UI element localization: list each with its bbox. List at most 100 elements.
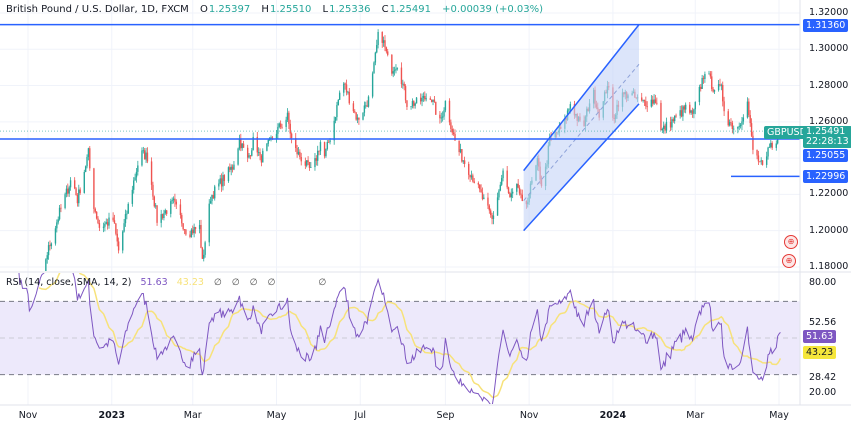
candle-body (365, 105, 367, 107)
rsi-legend[interactable]: RSI (14, close, SMA, 14, 2) 51.63 43.23 … (6, 277, 326, 288)
candle (393, 66, 396, 76)
candle-body (198, 225, 201, 230)
candle (680, 105, 683, 118)
support-price-tag: 1.25055 (803, 149, 849, 162)
candle (209, 196, 212, 204)
candle (260, 154, 263, 167)
candle-body (391, 54, 393, 74)
candle (642, 99, 644, 103)
candle (396, 67, 399, 71)
candle (126, 210, 128, 220)
na-mark: ∅ (267, 278, 276, 288)
parallel-channel-fill (523, 24, 639, 231)
candle-body (645, 101, 647, 107)
candle (108, 212, 110, 229)
candle (443, 107, 445, 120)
candle-body (220, 178, 223, 187)
candle-body (748, 101, 750, 116)
candle-body (67, 188, 69, 194)
candle (179, 199, 182, 219)
candle-body (759, 161, 761, 163)
candle-body (204, 242, 206, 255)
candle (669, 116, 672, 132)
candle (102, 222, 105, 233)
candle-body (387, 51, 389, 55)
candle (516, 183, 518, 196)
candle-body (689, 104, 691, 113)
candle (87, 147, 90, 161)
candle (83, 169, 85, 194)
candle-body (356, 117, 359, 120)
candle (689, 102, 691, 115)
candle (518, 185, 521, 196)
candle-body (297, 151, 300, 155)
candle (115, 222, 117, 236)
candle-body (675, 115, 677, 117)
candle-body (767, 147, 769, 157)
price-tick: 1.22000 (809, 188, 849, 199)
candle (490, 208, 492, 218)
candle-body (382, 40, 385, 43)
candle (391, 54, 393, 76)
uk-event-icon[interactable]: ⊕ (782, 254, 796, 268)
candle-body (568, 108, 570, 111)
candle (152, 181, 154, 200)
candle-body (94, 208, 96, 212)
candle (222, 171, 224, 191)
candle (385, 46, 388, 54)
candle (133, 177, 135, 194)
candle (741, 117, 743, 131)
na-mark: ∅ (213, 278, 222, 288)
candle (150, 157, 153, 190)
candle (318, 150, 320, 156)
candle (414, 102, 416, 109)
candle (289, 119, 291, 139)
candle-body (164, 210, 166, 214)
candle-body (404, 86, 407, 101)
candle-body (317, 150, 319, 161)
candle-body (521, 194, 523, 201)
candle-body (182, 223, 184, 230)
candle (352, 100, 355, 113)
candle (761, 160, 764, 166)
candle (450, 119, 452, 133)
candle-body (86, 156, 88, 167)
candle (419, 93, 422, 105)
candle (47, 241, 50, 260)
candle-body (441, 116, 444, 118)
candle (86, 154, 88, 169)
candle-body (75, 188, 77, 195)
candle (733, 125, 735, 135)
candle-body (84, 166, 87, 172)
candle-body (295, 138, 297, 149)
candle (684, 102, 687, 114)
candle-body (750, 123, 753, 136)
candle (170, 198, 172, 218)
candle-body (113, 220, 116, 224)
candle (509, 191, 511, 198)
candle-body (373, 62, 375, 74)
candle-body (738, 126, 740, 128)
candle (404, 84, 407, 104)
candle-body (765, 156, 768, 165)
candle (278, 122, 280, 129)
candle (683, 104, 685, 113)
candle-body (315, 158, 318, 161)
candle-body (270, 137, 272, 139)
candle-body (209, 201, 212, 204)
uk-event-icon[interactable]: ⊕ (784, 235, 798, 249)
candle (204, 240, 206, 258)
price-pane[interactable] (0, 23, 800, 390)
candle-body (673, 115, 676, 122)
candle-body (299, 151, 301, 158)
candle (723, 96, 725, 117)
rsi-pane[interactable] (0, 259, 800, 406)
candle (242, 140, 245, 148)
candle-body (362, 112, 364, 120)
candle-body (49, 245, 51, 247)
candle-body (189, 234, 191, 237)
candle (79, 187, 81, 195)
candle (771, 141, 773, 150)
candle (660, 100, 662, 131)
